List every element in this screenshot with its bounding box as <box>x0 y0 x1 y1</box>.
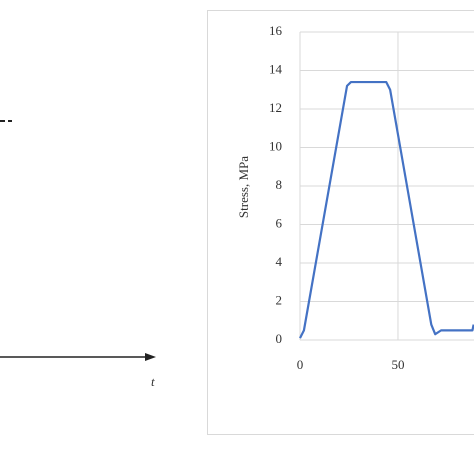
y-tick-label: 12 <box>269 100 282 115</box>
y-tick-label: 0 <box>276 331 283 346</box>
y-tick-label: 16 <box>269 23 283 38</box>
x-tick-label: 50 <box>391 357 404 372</box>
y-tick-label: 10 <box>269 138 282 153</box>
y-tick-label: 4 <box>276 254 283 269</box>
y-tick-label: 6 <box>276 215 283 230</box>
y-tick-label: 14 <box>269 61 283 76</box>
data-line <box>299 80 474 339</box>
y-axis-label: Stress, MPa <box>236 156 251 218</box>
axis-arrow <box>145 353 156 361</box>
y-tick-label: 2 <box>276 292 283 307</box>
axis-label: t <box>151 374 155 389</box>
chart-frame <box>207 10 474 435</box>
x-tick-label: 0 <box>297 357 304 372</box>
y-tick-label: 8 <box>276 177 283 192</box>
